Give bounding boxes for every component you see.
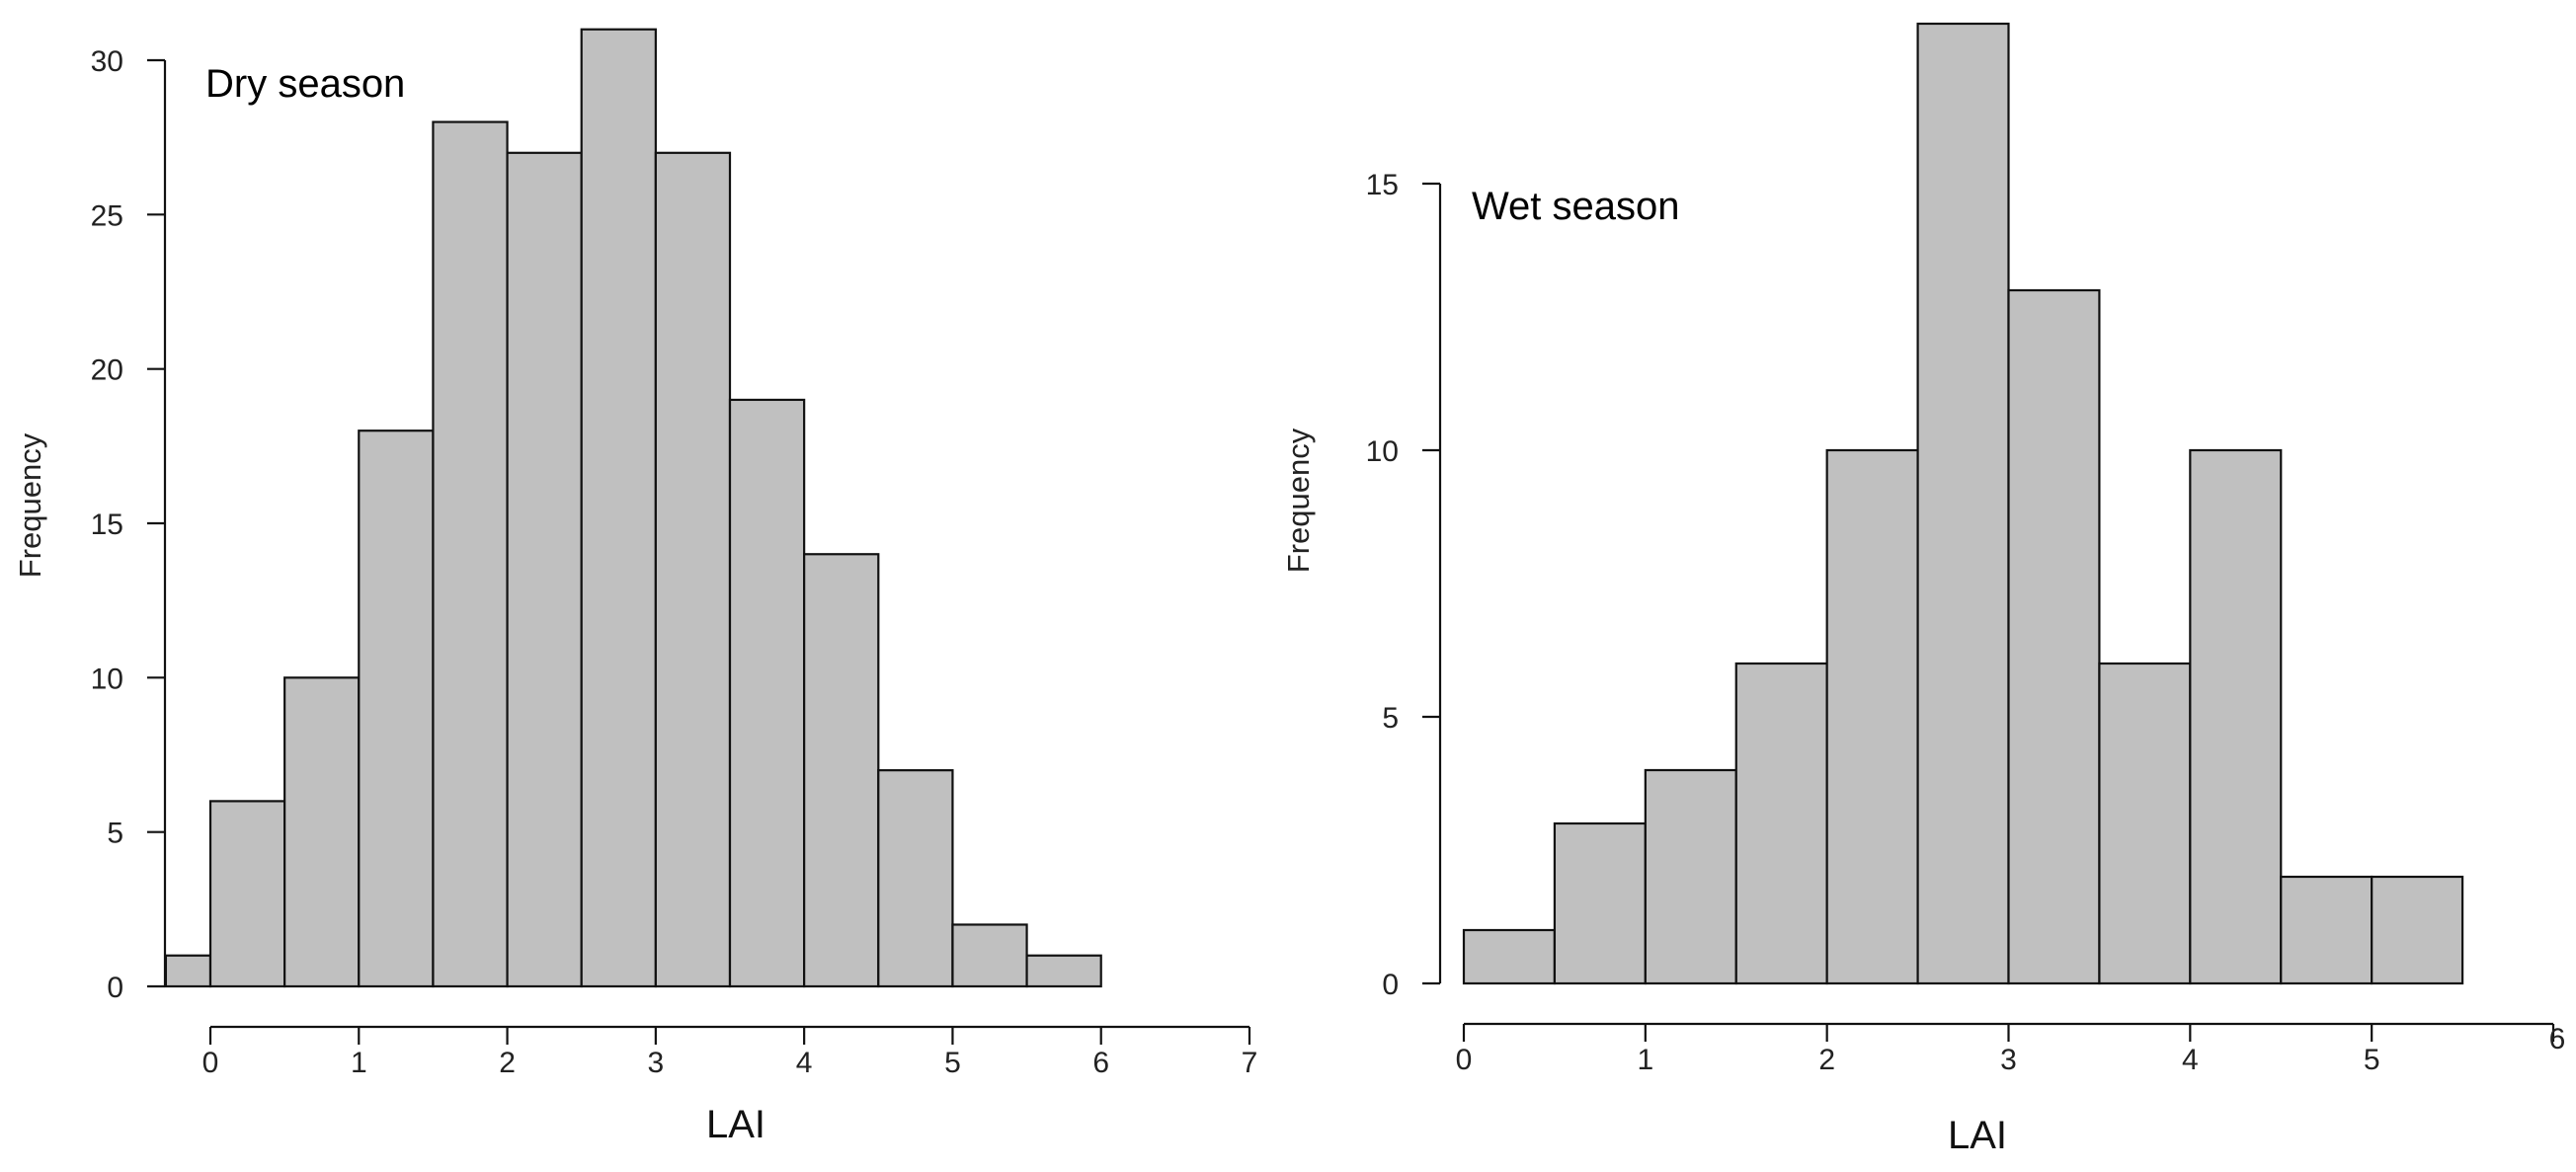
wet-season-y-tick-label: 0 bbox=[1382, 969, 1399, 1001]
dry-season-bar bbox=[208, 800, 286, 988]
dry-season-x-tick-label: 4 bbox=[796, 1047, 813, 1079]
wet-season-y-axis: 0 5 10 15 bbox=[1366, 169, 1442, 1001]
wet-season-y-tick-label: 10 bbox=[1366, 435, 1399, 468]
wet-season-bar bbox=[2371, 875, 2464, 985]
dry-season-bars bbox=[164, 28, 1102, 988]
dry-season-y-tick-label: 0 bbox=[107, 972, 123, 1004]
dry-season-y-tick-label: 20 bbox=[91, 354, 123, 387]
dry-season-bar bbox=[654, 151, 732, 988]
wet-season-bar bbox=[1734, 662, 1828, 985]
wet-season-bar bbox=[1553, 821, 1647, 985]
wet-season-x-axis-label: LAI bbox=[1948, 1114, 2007, 1157]
dry-season-y-axis-label: Frequency bbox=[13, 432, 47, 578]
wet-season-bar bbox=[2189, 448, 2283, 985]
wet-season-panel: 0 5 10 15 0 1 2 3 4 5 6 Wet season LAI Frequency bbox=[1281, 22, 2566, 1157]
dry-season-bar bbox=[164, 954, 212, 988]
dry-season-y-tick-label: 10 bbox=[91, 663, 123, 695]
dry-season-x-tick-label: 7 bbox=[1242, 1047, 1258, 1079]
dry-season-y-axis: 0 5 10 15 20 25 30 bbox=[91, 45, 167, 1004]
dry-season-bar bbox=[358, 430, 435, 988]
dry-season-bar bbox=[803, 553, 880, 988]
dry-season-y-tick-label: 15 bbox=[91, 508, 123, 541]
wet-season-x-tick-label: 6 bbox=[2549, 1023, 2566, 1055]
wet-season-x-tick-label: 1 bbox=[1637, 1044, 1653, 1076]
wet-season-x-tick-label: 0 bbox=[1456, 1044, 1473, 1076]
wet-season-x-tick-label: 2 bbox=[1818, 1044, 1835, 1076]
wet-season-x-axis: 0 1 2 3 4 5 6 bbox=[1456, 1022, 2566, 1076]
dry-season-bar bbox=[877, 769, 954, 988]
dry-season-x-tick-label: 6 bbox=[1092, 1047, 1109, 1079]
dry-season-panel: 0 5 10 15 20 25 30 0 1 2 3 4 5 6 7 Dry season LAI Fre… bbox=[13, 28, 1258, 1146]
dry-season-x-axis: 0 1 2 3 4 5 6 7 bbox=[202, 1025, 1258, 1079]
wet-season-bar bbox=[1825, 448, 1919, 985]
wet-season-bar bbox=[1644, 768, 1737, 985]
wet-season-bar bbox=[2280, 875, 2374, 985]
wet-season-y-axis-label: Frequency bbox=[1281, 428, 1316, 573]
wet-season-bar bbox=[1916, 22, 2010, 985]
dry-season-bar bbox=[580, 28, 657, 988]
wet-season-bar bbox=[2098, 662, 2192, 985]
dry-season-x-tick-label: 0 bbox=[202, 1047, 219, 1079]
dry-season-y-tick-label: 5 bbox=[107, 818, 123, 850]
wet-season-bars bbox=[1462, 22, 2464, 985]
dry-season-bar bbox=[1025, 954, 1102, 988]
dry-season-bar bbox=[728, 398, 806, 988]
wet-season-y-tick-label: 5 bbox=[1382, 702, 1399, 735]
dry-season-x-tick-label: 2 bbox=[499, 1047, 516, 1079]
wet-season-x-tick-label: 3 bbox=[2000, 1044, 2017, 1076]
wet-season-x-tick-label: 4 bbox=[2182, 1044, 2199, 1076]
wet-season-bar bbox=[1462, 928, 1557, 985]
dry-season-x-tick-label: 5 bbox=[944, 1047, 961, 1079]
dry-season-x-tick-label: 3 bbox=[648, 1047, 665, 1079]
wet-season-y-tick-label: 15 bbox=[1366, 169, 1399, 201]
dry-season-bar bbox=[283, 676, 361, 988]
dry-season-x-axis-label: LAI bbox=[706, 1103, 765, 1146]
wet-season-title: Wet season bbox=[1472, 185, 1680, 228]
dry-season-y-tick-label: 30 bbox=[91, 45, 123, 78]
dry-season-bar bbox=[432, 120, 509, 988]
dry-season-bar bbox=[951, 923, 1028, 988]
dry-season-x-tick-label: 1 bbox=[351, 1047, 367, 1079]
wet-season-x-tick-label: 5 bbox=[2364, 1044, 2380, 1076]
dry-season-title: Dry season bbox=[205, 62, 405, 106]
wet-season-bar bbox=[2007, 288, 2101, 985]
dry-season-bar bbox=[506, 151, 583, 988]
dry-season-y-tick-label: 25 bbox=[91, 199, 123, 232]
